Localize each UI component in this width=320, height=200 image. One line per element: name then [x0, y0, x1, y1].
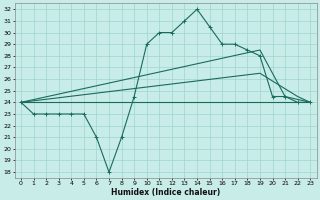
X-axis label: Humidex (Indice chaleur): Humidex (Indice chaleur)	[111, 188, 220, 197]
